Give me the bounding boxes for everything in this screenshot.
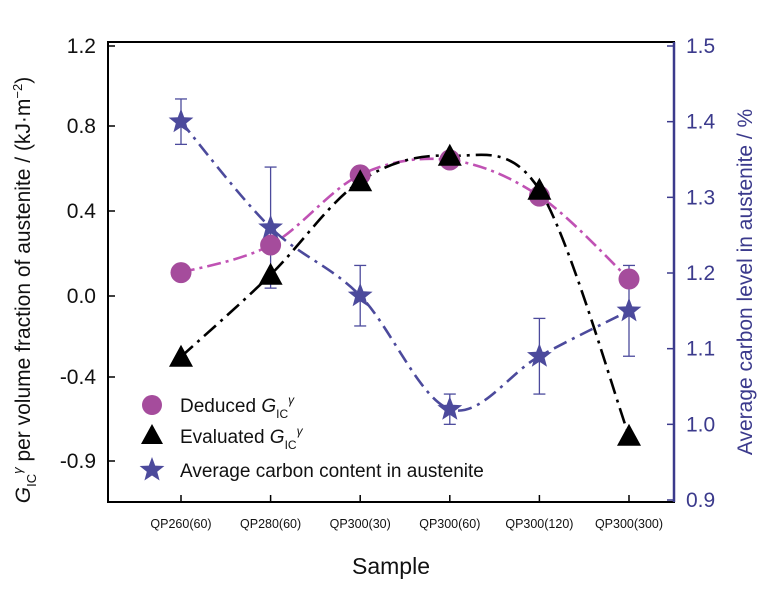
legend-label-deduced: Deduced GICγ <box>180 393 295 421</box>
right-tick-label: 1.3 <box>686 186 715 209</box>
right-tick-label: 0.9 <box>686 489 715 512</box>
left-tick-label: -0.9 <box>60 450 96 473</box>
y-axis-title-left: GICγ per volume fraction of austenite / … <box>10 77 39 503</box>
evaluated-point <box>169 344 193 367</box>
left-tick-label: 0.8 <box>67 115 96 138</box>
evaluated-point <box>348 169 373 192</box>
legend-star-shape <box>139 457 165 481</box>
carbon-point <box>347 282 373 307</box>
legend: Deduced GICγ Evaluated GICγ Average carb… <box>139 393 484 482</box>
x-tick-label: QP300(300) <box>595 517 663 531</box>
evaluated-point <box>617 423 641 446</box>
carbon-point <box>527 343 552 367</box>
right-tick-label: 1.0 <box>686 413 715 436</box>
carbon-point <box>616 297 642 322</box>
right-tick-label: 1.2 <box>686 262 715 285</box>
carbon-point <box>168 108 194 133</box>
deduced-point <box>618 268 640 290</box>
x-tick-label: QP260(60) <box>150 517 211 531</box>
right-tick-label: 1.5 <box>686 35 715 58</box>
left-tick-label: 1.2 <box>67 35 96 58</box>
x-tick-label: QP300(120) <box>505 517 573 531</box>
right-tick-label: 1.1 <box>686 338 715 361</box>
carbon-point <box>258 214 283 239</box>
legend-label-evaluated: Evaluated GICγ <box>180 424 304 452</box>
left-tick-label: 0.0 <box>67 285 96 308</box>
x-axis-title: Sample <box>352 553 430 579</box>
left-tick-label: -0.4 <box>60 366 97 389</box>
x-tick-label: QP300(60) <box>419 517 480 531</box>
y-axis-title-right: Average carbon level in austenite / % <box>734 109 757 455</box>
legend-label-carbon: Average carbon content in austenite <box>180 461 484 482</box>
legend-marker-evaluated <box>141 424 163 444</box>
evaluated-point <box>527 177 552 200</box>
svg-text:GICγ per volume fraction of au: GICγ per volume fraction of austenite / … <box>10 77 39 503</box>
evaluated-point <box>437 143 462 166</box>
deduced-point <box>260 234 282 256</box>
evaluated-curve <box>180 153 631 437</box>
legend-marker-carbon <box>139 457 165 481</box>
x-tick-label: QP280(60) <box>240 517 301 531</box>
deduced-point <box>170 262 192 284</box>
legend-marker-deduced <box>142 395 162 415</box>
evaluated-point <box>258 262 283 285</box>
x-tick-label: QP300(30) <box>330 517 391 531</box>
carbon-point <box>437 396 463 420</box>
deduced-curve <box>180 157 630 280</box>
right-tick-label: 1.4 <box>686 111 716 134</box>
left-tick-label: 0.4 <box>67 200 97 223</box>
carbon-curve <box>180 120 630 412</box>
